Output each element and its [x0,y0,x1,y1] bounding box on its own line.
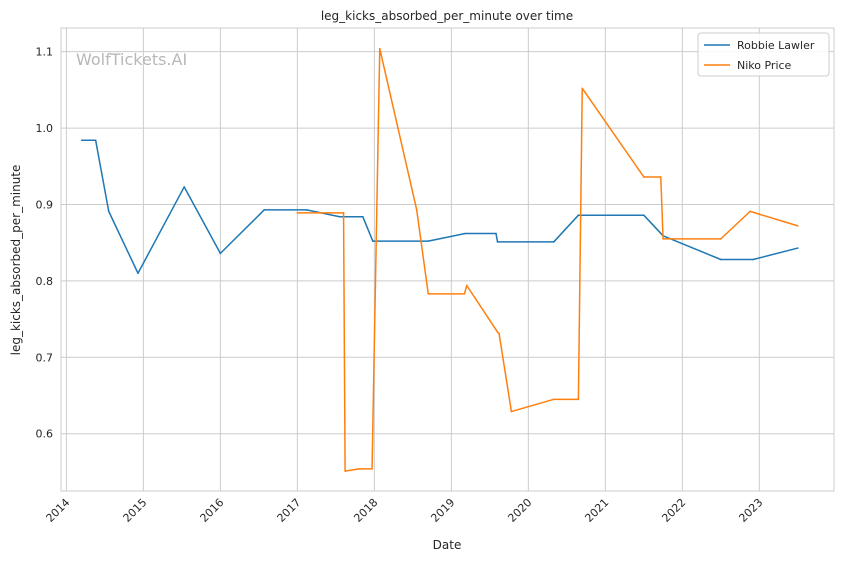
x-tick-label: 2016 [198,496,227,525]
y-axis-label: leg_kicks_absorbed_per_minute [9,165,23,356]
x-axis-label: Date [433,538,462,552]
y-tick-label: 1.1 [36,46,54,59]
x-tick-label: 2018 [351,496,380,525]
data-point-niko-price [510,410,513,413]
series-layer [80,47,799,472]
data-point-niko-price [498,332,500,335]
data-point-robbie-lawler [752,258,754,261]
x-tick-label: 2019 [428,496,457,525]
data-point-robbie-lawler [305,209,308,211]
data-point-niko-price [465,284,468,287]
data-point-niko-price [643,176,645,178]
x-tick-label: 2017 [274,496,303,525]
data-point-robbie-lawler [552,241,555,243]
legend-label-robbie-lawler: Robbie Lawler [737,39,815,52]
data-point-niko-price [720,238,722,240]
data-point-robbie-lawler [495,232,497,235]
data-point-robbie-lawler [137,272,139,275]
data-point-robbie-lawler [338,215,341,218]
y-tick-labels: 0.6 0.7 0.8 0.9 1.0 1.1 [36,46,54,441]
x-tick-label: 2022 [659,496,688,525]
data-point-robbie-lawler [183,186,185,188]
watermark: WolfTickets.AI [76,50,187,69]
data-point-robbie-lawler [427,240,430,242]
data-point-niko-price [415,209,418,211]
x-tick-labels: 2014 2015 2016 2017 2018 2019 2020 2021 2022 2023 [44,496,766,525]
data-point-robbie-lawler [219,252,222,255]
data-point-niko-price [496,331,499,333]
data-point-niko-price [342,212,345,214]
x-tick-label: 2020 [505,496,534,525]
data-point-niko-price [797,225,799,227]
data-point-robbie-lawler [797,247,799,249]
grid-lines [61,28,834,491]
data-point-niko-price [427,293,430,295]
data-point-niko-price [344,470,346,472]
y-tick-label: 0.7 [36,351,54,364]
legend-label-niko-price: Niko Price [737,59,792,72]
data-point-niko-price [358,468,360,470]
data-point-robbie-lawler [372,240,374,242]
data-point-robbie-lawler [720,258,722,261]
data-point-robbie-lawler [577,214,580,216]
legend-box [697,32,830,77]
series-line-niko-price [297,47,799,472]
y-tick-label: 0.9 [36,198,54,211]
x-tick-label: 2021 [582,496,611,525]
data-point-niko-price [659,176,662,178]
data-point-niko-price [662,238,664,240]
data-point-robbie-lawler [80,139,83,142]
x-tick-label: 2015 [121,496,150,525]
plot-area-background [61,28,834,491]
data-point-niko-price [577,398,580,401]
data-point-niko-price [296,212,299,214]
legend: Robbie Lawler Niko Price [697,32,830,77]
data-point-robbie-lawler [362,215,364,218]
data-point-robbie-lawler [643,214,645,216]
chart-title: leg_kicks_absorbed_per_minute over time [321,9,573,23]
data-point-robbie-lawler [107,210,110,213]
data-point-niko-price [371,468,373,470]
y-tick-label: 0.6 [36,428,54,441]
data-point-robbie-lawler [496,241,499,243]
data-point-niko-price [378,47,381,50]
series-line-robbie-lawler [81,139,798,274]
y-tick-label: 0.8 [36,275,54,288]
data-point-robbie-lawler [464,232,467,235]
y-tick-label: 1.0 [36,122,54,135]
data-point-niko-price [581,87,584,90]
data-point-niko-price [552,398,555,401]
data-point-niko-price [749,210,751,213]
data-point-niko-price [463,293,466,295]
data-point-robbie-lawler [263,209,266,211]
data-point-robbie-lawler [94,139,97,142]
plot-area-border [60,27,835,492]
x-tick-label: 2014 [44,496,73,525]
x-tick-label: 2023 [736,496,765,525]
